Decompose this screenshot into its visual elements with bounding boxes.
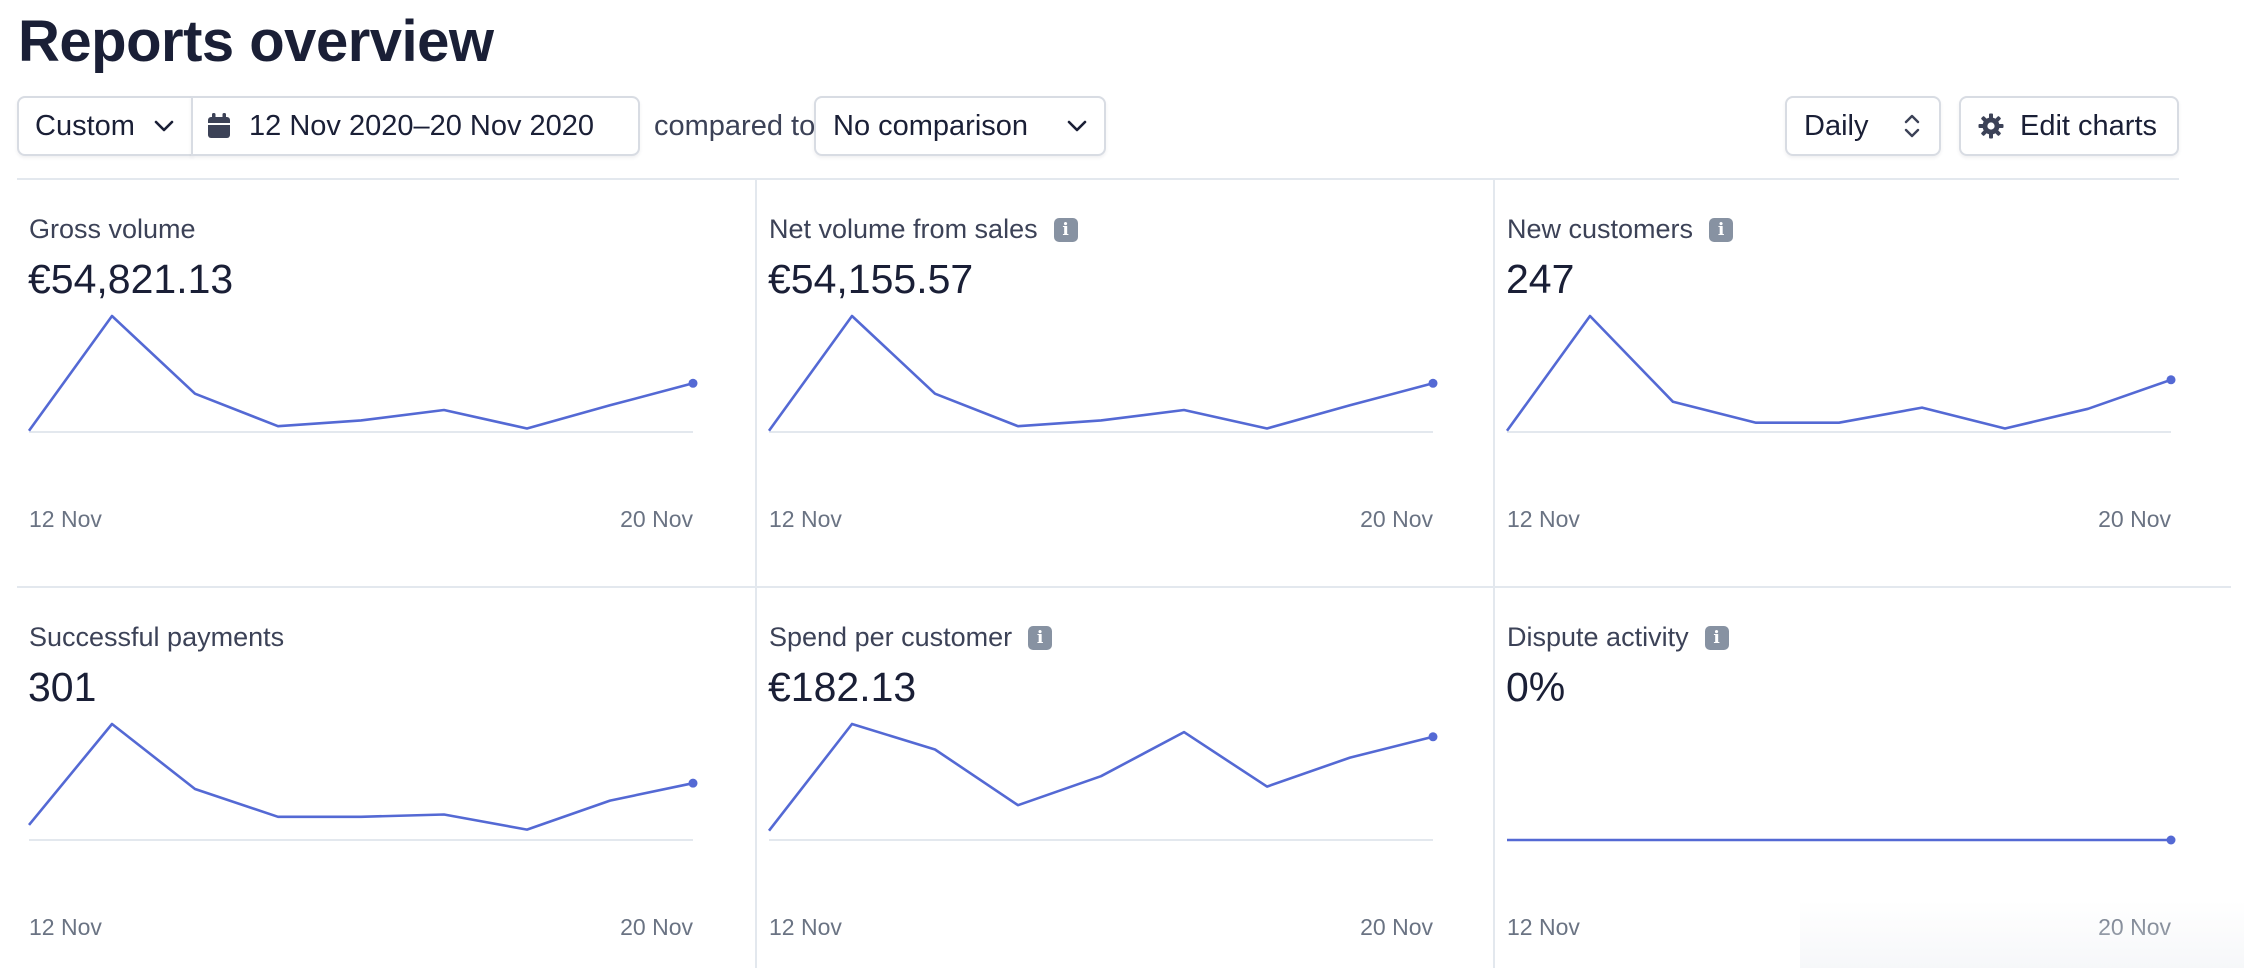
card-title-label: New customers — [1507, 214, 1694, 244]
series-line — [1505, 314, 2172, 432]
series-line — [767, 314, 1434, 432]
card-title: Net volume from sales i — [769, 214, 1078, 245]
report-charts-grid: Gross volume €54,821.13 12 Nov 20 Nov Net v… — [17, 178, 2231, 968]
info-icon[interactable]: i — [1053, 217, 1078, 242]
edit-charts-label: Edit charts — [2020, 109, 2157, 142]
chart-card-successful-payments[interactable]: Successful payments 301 12 Nov 20 Nov — [17, 586, 755, 968]
x-axis-end-label: 20 Nov — [1360, 914, 1433, 940]
x-axis-end-label: 20 Nov — [620, 506, 693, 532]
comparison-select[interactable]: No comparison — [814, 96, 1106, 156]
card-title-label: Gross volume — [29, 214, 196, 244]
chart-card-gross-volume[interactable]: Gross volume €54,821.13 12 Nov 20 Nov — [17, 180, 755, 586]
chevron-updown-icon — [1904, 114, 1920, 138]
card-title: Successful payments — [29, 622, 284, 653]
x-axis-end-label: 20 Nov — [2098, 506, 2171, 532]
sparkline-chart[interactable] — [1505, 310, 2176, 440]
info-icon[interactable]: i — [1028, 625, 1053, 650]
card-value: €54,155.57 — [768, 256, 974, 302]
card-value: €54,821.13 — [28, 256, 234, 302]
x-axis-end-label: 20 Nov — [2098, 914, 2171, 940]
x-axis-end-label: 20 Nov — [1360, 506, 1433, 532]
interval-select[interactable]: Daily — [1785, 96, 1941, 156]
x-axis-start-label: 12 Nov — [1507, 506, 1580, 532]
x-axis-start-label: 12 Nov — [769, 506, 842, 532]
chart-card-dispute-activity[interactable]: Dispute activity i 0% 12 Nov 20 Nov — [1493, 586, 2231, 968]
card-title-label: Successful payments — [29, 622, 285, 652]
info-icon[interactable]: i — [1704, 625, 1729, 650]
gear-icon — [1978, 113, 2004, 139]
series-line — [27, 722, 694, 831]
last-point-dot — [2166, 375, 2176, 385]
sparkline-chart[interactable] — [27, 310, 698, 440]
toolbar: Custom 12 Nov 2020–20 Nov 2020 compared … — [17, 96, 2179, 156]
x-axis-start-label: 12 Nov — [1507, 914, 1580, 940]
page-title: Reports overview — [18, 9, 494, 74]
edit-charts-button[interactable]: Edit charts — [1959, 96, 2179, 156]
card-value: €182.13 — [768, 664, 917, 710]
date-range-picker[interactable]: 12 Nov 2020–20 Nov 2020 — [191, 96, 640, 156]
last-point-dot — [688, 378, 698, 388]
interval-label: Daily — [1804, 109, 1869, 142]
sparkline-chart[interactable] — [767, 310, 1438, 440]
card-title-label: Dispute activity — [1507, 622, 1689, 652]
card-title: New customers i — [1507, 214, 1734, 245]
chart-card-spend-per-customer[interactable]: Spend per customer i €182.13 12 Nov 20 Nov — [755, 586, 1493, 968]
info-icon[interactable]: i — [1709, 217, 1734, 242]
chevron-down-icon — [154, 120, 174, 132]
sparkline-chart[interactable] — [27, 718, 698, 848]
card-value: 301 — [28, 664, 97, 710]
chart-card-net-volume[interactable]: Net volume from sales i €54,155.57 12 Nov 20… — [755, 180, 1493, 586]
x-axis-start-label: 12 Nov — [29, 506, 102, 532]
last-point-dot — [2166, 835, 2176, 845]
series-line — [27, 314, 694, 432]
calendar-icon — [208, 113, 230, 138]
compared-to-label: compared to — [654, 110, 816, 142]
chevron-down-icon — [1067, 120, 1087, 132]
range-preset-label: Custom — [35, 109, 135, 142]
card-title: Spend per customer i — [769, 622, 1053, 653]
series-line — [767, 722, 1434, 832]
card-title: Gross volume — [29, 214, 196, 245]
sparkline-chart[interactable] — [1507, 718, 2176, 848]
card-title-label: Spend per customer — [769, 622, 1013, 652]
card-title-label: Net volume from sales — [769, 214, 1038, 244]
last-point-dot — [688, 778, 698, 788]
x-axis-end-label: 20 Nov — [620, 914, 693, 940]
comparison-label: No comparison — [833, 109, 1029, 142]
card-value: 0% — [1506, 664, 1566, 710]
last-point-dot — [1428, 732, 1438, 742]
range-preset-select[interactable]: Custom — [17, 96, 193, 156]
x-axis-start-label: 12 Nov — [769, 914, 842, 940]
last-point-dot — [1428, 378, 1438, 388]
date-range-label: 12 Nov 2020–20 Nov 2020 — [249, 109, 595, 142]
chart-card-new-customers[interactable]: New customers i 247 12 Nov 20 Nov — [1493, 180, 2231, 586]
sparkline-chart[interactable] — [767, 718, 1438, 848]
x-axis-start-label: 12 Nov — [29, 914, 102, 940]
card-value: 247 — [1506, 256, 1575, 302]
card-title: Dispute activity i — [1507, 622, 1729, 653]
